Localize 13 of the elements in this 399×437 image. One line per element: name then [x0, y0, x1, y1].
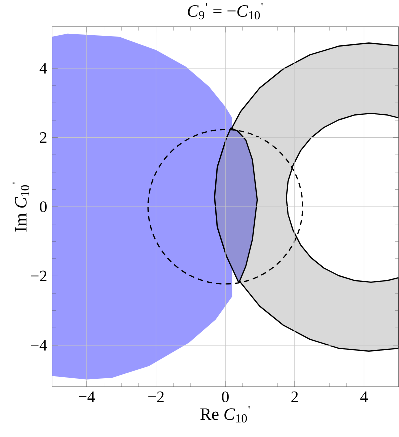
x-tick-label: −4 [79, 392, 96, 402]
x-tick-label: 0 [222, 392, 229, 402]
y-tick-label: 0 [40, 202, 47, 212]
y-tick-label: 2 [40, 132, 47, 144]
x-tick-label: −2 [148, 392, 164, 402]
x-tick-label: 4 [360, 392, 368, 402]
y-tick-label: −2 [31, 270, 47, 282]
y-axis-title: Im C$_{10}$' [12, 182, 30, 232]
chart-title: C$_{9}$$^{'}$ = −C$_{10}$' [188, 3, 263, 20]
y-tick-label: 4 [40, 63, 48, 74]
y-tick-label: −4 [31, 340, 48, 351]
x-tick-label: 2 [292, 392, 298, 402]
x-axis-title: Re C$_{10}$' [200, 406, 250, 423]
